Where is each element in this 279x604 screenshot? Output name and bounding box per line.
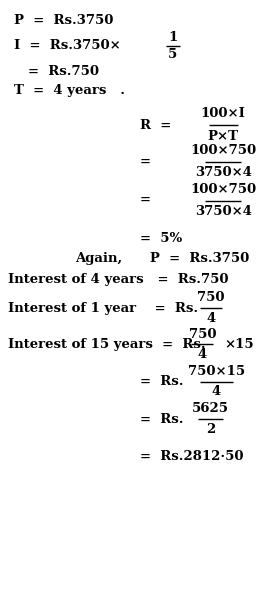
Text: =  Rs.750: = Rs.750 (28, 65, 99, 78)
Text: =  5%: = 5% (140, 232, 182, 245)
Text: 3750×4: 3750×4 (195, 205, 252, 218)
Text: 1: 1 (168, 31, 178, 44)
Text: R  =: R = (140, 118, 171, 132)
Text: =  Rs.: = Rs. (140, 413, 183, 426)
Text: 100×750: 100×750 (190, 183, 256, 196)
Text: Interest of 4 years   =  Rs.750: Interest of 4 years = Rs.750 (8, 272, 229, 286)
Text: 5625: 5625 (192, 402, 229, 416)
Text: 100×I: 100×I (201, 107, 246, 120)
Text: 2: 2 (206, 423, 215, 436)
Text: 100×750: 100×750 (190, 144, 256, 158)
Text: =: = (140, 155, 150, 169)
Text: Interest of 15 years  =  Rs.: Interest of 15 years = Rs. (8, 338, 206, 351)
Text: 4: 4 (211, 385, 221, 399)
Text: =: = (140, 194, 150, 207)
Text: Interest of 1 year    =  Rs.: Interest of 1 year = Rs. (8, 301, 198, 315)
Text: I  =  Rs.3750×: I = Rs.3750× (14, 39, 121, 53)
Text: 750×15: 750×15 (188, 365, 245, 378)
Text: P×T: P×T (208, 130, 239, 143)
Text: =  Rs.: = Rs. (140, 375, 183, 388)
Text: =  Rs.2812·50: = Rs.2812·50 (140, 450, 243, 463)
Text: 750: 750 (189, 327, 216, 341)
Text: T  =  4 years   .: T = 4 years . (14, 84, 125, 97)
Text: 5: 5 (168, 48, 178, 61)
Text: Again,      P  =  Rs.3750: Again, P = Rs.3750 (75, 252, 250, 265)
Text: 750: 750 (197, 291, 224, 304)
Text: 4: 4 (198, 348, 207, 361)
Text: 4: 4 (206, 312, 215, 325)
Text: 3750×4: 3750×4 (195, 166, 252, 179)
Text: ×15: ×15 (225, 338, 254, 351)
Text: P  =  Rs.3750: P = Rs.3750 (14, 14, 113, 27)
